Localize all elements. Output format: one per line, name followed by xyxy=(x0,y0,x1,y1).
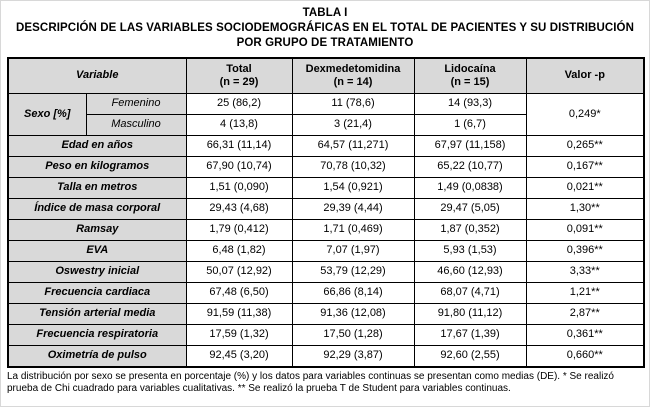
cell-lido: 67,97 (11,158) xyxy=(413,134,527,157)
cell-pvalue: 0,167** xyxy=(525,155,645,178)
cell-dex: 17,50 (1,28) xyxy=(291,323,415,346)
header-dex-n: (n = 14) xyxy=(333,75,373,88)
cell-total: 67,90 (10,74) xyxy=(185,155,293,178)
table-row-peso: Peso en kilogramos 67,90 (10,74) 70,78 (… xyxy=(7,155,645,178)
cell-total: 92,45 (3,20) xyxy=(185,344,293,368)
variable-label: Oswestry inicial xyxy=(7,260,187,283)
cell-dex: 64,57 (11,271) xyxy=(291,134,415,157)
table-row-tension-arterial: Tensión arterial media 91,59 (11,38) 91,… xyxy=(7,302,645,325)
cell-pvalue: 0,021** xyxy=(525,176,645,199)
variable-label: Ramsay xyxy=(7,218,187,241)
cell-dex: 70,78 (10,32) xyxy=(291,155,415,178)
cell-lido: 1,87 (0,352) xyxy=(413,218,527,241)
cell-total: 25 (86,2) xyxy=(185,92,293,115)
table-row-frecuencia-cardiaca: Frecuencia cardiaca 67,48 (6,50) 66,86 (… xyxy=(7,281,645,304)
cell-lido: 1 (6,7) xyxy=(413,113,527,136)
cell-dex: 3 (21,4) xyxy=(291,113,415,136)
cell-total: 1,79 (0,412) xyxy=(185,218,293,241)
cell-pvalue: 3,33** xyxy=(525,260,645,283)
table-footnote: La distribución por sexo se presenta en … xyxy=(7,370,614,395)
cell-lido: 46,60 (12,93) xyxy=(413,260,527,283)
cell-dex: 53,79 (12,29) xyxy=(291,260,415,283)
cell-dex: 1,71 (0,469) xyxy=(291,218,415,241)
cell-pvalue: 0,660** xyxy=(525,344,645,368)
cell-pvalue-sexo: 0,249* xyxy=(525,92,645,136)
header-total: Total (n = 29) xyxy=(185,57,293,94)
cell-lido: 14 (93,3) xyxy=(413,92,527,115)
table-number: TABLA I xyxy=(302,7,348,19)
cell-lido: 5,93 (1,53) xyxy=(413,239,527,262)
header-variable: Variable xyxy=(7,57,187,94)
cell-total: 29,43 (4,68) xyxy=(185,197,293,220)
table-title: DESCRIPCIÓN DE LAS VARIABLES SOCIODEMOGR… xyxy=(15,22,635,50)
header-pvalue: Valor -p xyxy=(525,57,645,94)
variable-label: Peso en kilogramos xyxy=(7,155,187,178)
cell-pvalue: 0,361** xyxy=(525,323,645,346)
cell-total: 17,59 (1,32) xyxy=(185,323,293,346)
table-row-frecuencia-respiratoria: Frecuencia respiratoria 17,59 (1,32) 17,… xyxy=(7,323,645,346)
cell-total: 4 (13,8) xyxy=(185,113,293,136)
cell-total: 67,48 (6,50) xyxy=(185,281,293,304)
cell-dex: 66,86 (8,14) xyxy=(291,281,415,304)
cell-lido: 1,49 (0,0838) xyxy=(413,176,527,199)
header-lido-label: Lidocaína xyxy=(444,62,496,75)
table-row-edad: Edad en años 66,31 (11,14) 64,57 (11,271… xyxy=(7,134,645,157)
cell-pvalue: 1,21** xyxy=(525,281,645,304)
header-total-label: Total xyxy=(226,62,252,75)
cell-total: 66,31 (11,14) xyxy=(185,134,293,157)
cell-pvalue: 1,30** xyxy=(525,197,645,220)
cell-lido: 91,80 (11,12) xyxy=(413,302,527,325)
cell-total: 91,59 (11,38) xyxy=(185,302,293,325)
variable-label: Edad en años xyxy=(7,134,187,157)
cell-dex: 92,29 (3,87) xyxy=(291,344,415,368)
sexo-category-femenino: Femenino xyxy=(85,92,187,115)
table-row-imc: Índice de masa corporal 29,43 (4,68) 29,… xyxy=(7,197,645,220)
table-row-oximetria: Oximetría de pulso 92,45 (3,20) 92,29 (3… xyxy=(7,344,645,368)
cell-pvalue: 2,87** xyxy=(525,302,645,325)
cell-total: 6,48 (1,82) xyxy=(185,239,293,262)
cell-total: 1,51 (0,090) xyxy=(185,176,293,199)
header-dexmedetomidina: Dexmedetomidina (n = 14) xyxy=(291,57,415,94)
cell-pvalue: 0,265** xyxy=(525,134,645,157)
cell-lido: 65,22 (10,77) xyxy=(413,155,527,178)
paper-table-figure: TABLA I DESCRIPCIÓN DE LAS VARIABLES SOC… xyxy=(1,1,649,398)
variable-label-sexo: Sexo [%] xyxy=(7,92,87,136)
variable-label: Frecuencia cardiaca xyxy=(7,281,187,304)
header-row: Variable Total (n = 29) Dexmedetomidina … xyxy=(7,57,645,94)
header-lidocaina: Lidocaína (n = 15) xyxy=(413,57,527,94)
table-row-sexo-femenino: Sexo [%] Femenino 25 (86,2) 11 (78,6) 14… xyxy=(7,92,645,136)
table-row-ramsay: Ramsay 1,79 (0,412) 1,71 (0,469) 1,87 (0… xyxy=(7,218,645,241)
variable-label: Talla en metros xyxy=(7,176,187,199)
header-total-n: (n = 29) xyxy=(219,75,259,88)
cell-dex: 1,54 (0,921) xyxy=(291,176,415,199)
cell-lido: 17,67 (1,39) xyxy=(413,323,527,346)
variable-label: Tensión arterial media xyxy=(7,302,187,325)
cell-dex: 11 (78,6) xyxy=(291,92,415,115)
header-lido-n: (n = 15) xyxy=(450,75,490,88)
table-caption: TABLA I DESCRIPCIÓN DE LAS VARIABLES SOC… xyxy=(7,6,643,52)
cell-pvalue: 0,396** xyxy=(525,239,645,262)
data-table: Variable Total (n = 29) Dexmedetomidina … xyxy=(7,56,645,368)
variable-label: Índice de masa corporal xyxy=(7,197,187,220)
cell-dex: 91,36 (12,08) xyxy=(291,302,415,325)
cell-lido: 68,07 (4,71) xyxy=(413,281,527,304)
cell-dex: 7,07 (1,97) xyxy=(291,239,415,262)
variable-label: Frecuencia respiratoria xyxy=(7,323,187,346)
variable-label: EVA xyxy=(7,239,187,262)
cell-pvalue: 0,091** xyxy=(525,218,645,241)
table-row-talla: Talla en metros 1,51 (0,090) 1,54 (0,921… xyxy=(7,176,645,199)
table-row-eva: EVA 6,48 (1,82) 7,07 (1,97) 5,93 (1,53) … xyxy=(7,239,645,262)
sexo-category-masculino: Masculino xyxy=(85,113,187,136)
table-row-sexo-masculino: Masculino 4 (13,8) 3 (21,4) 1 (6,7) xyxy=(8,113,644,136)
cell-dex: 29,39 (4,44) xyxy=(291,197,415,220)
header-dex-label: Dexmedetomidina xyxy=(305,62,401,75)
table-row-oswestry: Oswestry inicial 50,07 (12,92) 53,79 (12… xyxy=(7,260,645,283)
cell-total: 50,07 (12,92) xyxy=(185,260,293,283)
variable-label: Oximetría de pulso xyxy=(7,344,187,368)
cell-lido: 92,60 (2,55) xyxy=(413,344,527,368)
cell-lido: 29,47 (5,05) xyxy=(413,197,527,220)
